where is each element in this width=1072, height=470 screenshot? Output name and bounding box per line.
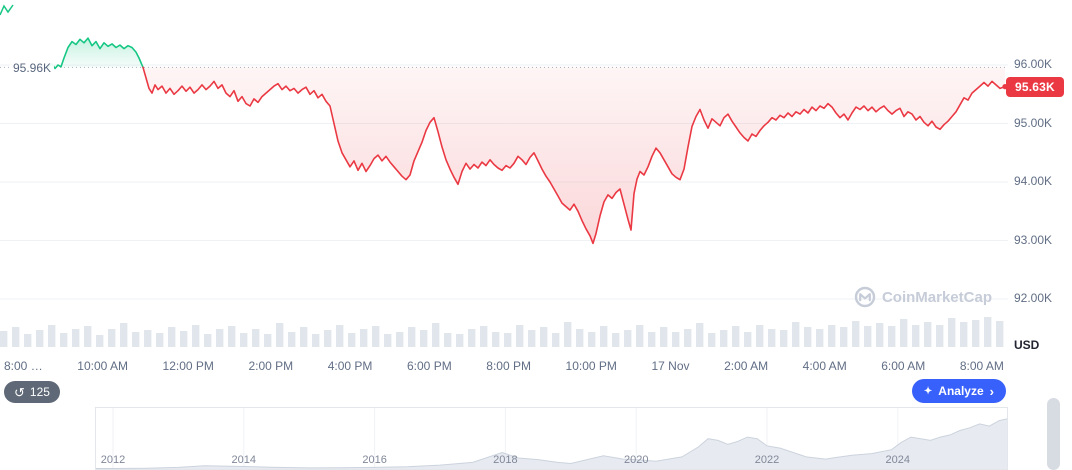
x-axis-label: 17 Nov	[651, 359, 690, 373]
minimap-year-label: 2024	[885, 454, 911, 466]
minimap-year-label: 2020	[623, 454, 649, 466]
x-axis-label: 12:00 PM	[162, 359, 214, 373]
range-selector-minimap[interactable]: 2012 2014 2016 2018 2020 2022 2024	[95, 407, 1008, 470]
y-axis-label: 95.00K	[1014, 115, 1053, 130]
x-axis-label: 6:00 AM	[881, 359, 926, 373]
watermark: CoinMarketCap	[854, 286, 992, 308]
analyze-button-label: Analyze	[938, 384, 984, 398]
y-axis-label: 96.00K	[1014, 57, 1053, 71]
viewer-count-badge[interactable]: ↺ 125	[4, 381, 60, 403]
viewer-count-value: 125	[29, 385, 50, 399]
x-axis-label: 8:00 …	[4, 359, 43, 373]
x-axis-label: 4:00 PM	[327, 359, 373, 373]
coinmarketcap-logo-icon	[854, 286, 876, 308]
currency-label: USD	[1014, 338, 1040, 352]
x-axis-label: 4:00 AM	[802, 359, 847, 373]
y-axis-label: 94.00K	[1014, 174, 1053, 188]
minimap-year-label: 2018	[493, 454, 518, 466]
scrollbar-thumb[interactable]	[1047, 398, 1060, 470]
chevron-right-icon: ›	[989, 383, 994, 399]
price-chart[interactable]	[0, 0, 1008, 350]
minimap-year-label: 2012	[100, 454, 126, 466]
x-axis-label: 10:00 PM	[565, 359, 617, 373]
minimap-year-axis: 2012 2014 2016 2018 2020 2022 2024	[96, 408, 1007, 469]
minimap-year-label: 2014	[231, 454, 257, 466]
minimap-area-chart[interactable]	[96, 408, 1007, 469]
minimap-year-label: 2016	[362, 454, 387, 466]
x-axis: 8:00 … 10:00 AM 12:00 PM 2:00 PM 4:00 PM 6:00…	[0, 359, 1008, 373]
x-axis-label: 6:00 PM	[407, 359, 452, 373]
x-axis-label: 8:00 PM	[486, 359, 531, 373]
analyze-button[interactable]: ✦ Analyze ›	[911, 379, 1006, 403]
current-price-badge: 95.63K	[1006, 77, 1064, 97]
watermark-text: CoinMarketCap	[881, 288, 992, 306]
y-axis-label: 93.00K	[1014, 232, 1053, 247]
offscale-line-fragment	[0, 4, 14, 16]
x-axis-label: 2:00 PM	[248, 359, 294, 373]
y-axis-label: 92.00K	[1014, 291, 1053, 305]
sparkle-icon: ✦	[923, 385, 933, 397]
x-axis-label: 10:00 AM	[77, 359, 128, 373]
minimap-year-label: 2022	[754, 454, 780, 466]
y-axis: 96.00K 95.00K 94.00K 93.00K 92.00K	[1008, 0, 1072, 355]
x-axis-label: 8:00 AM	[959, 359, 1004, 373]
history-clock-icon: ↺	[14, 384, 25, 400]
previous-close-label: 95.96K	[10, 60, 55, 76]
x-axis-label: 2:00 AM	[724, 359, 769, 373]
